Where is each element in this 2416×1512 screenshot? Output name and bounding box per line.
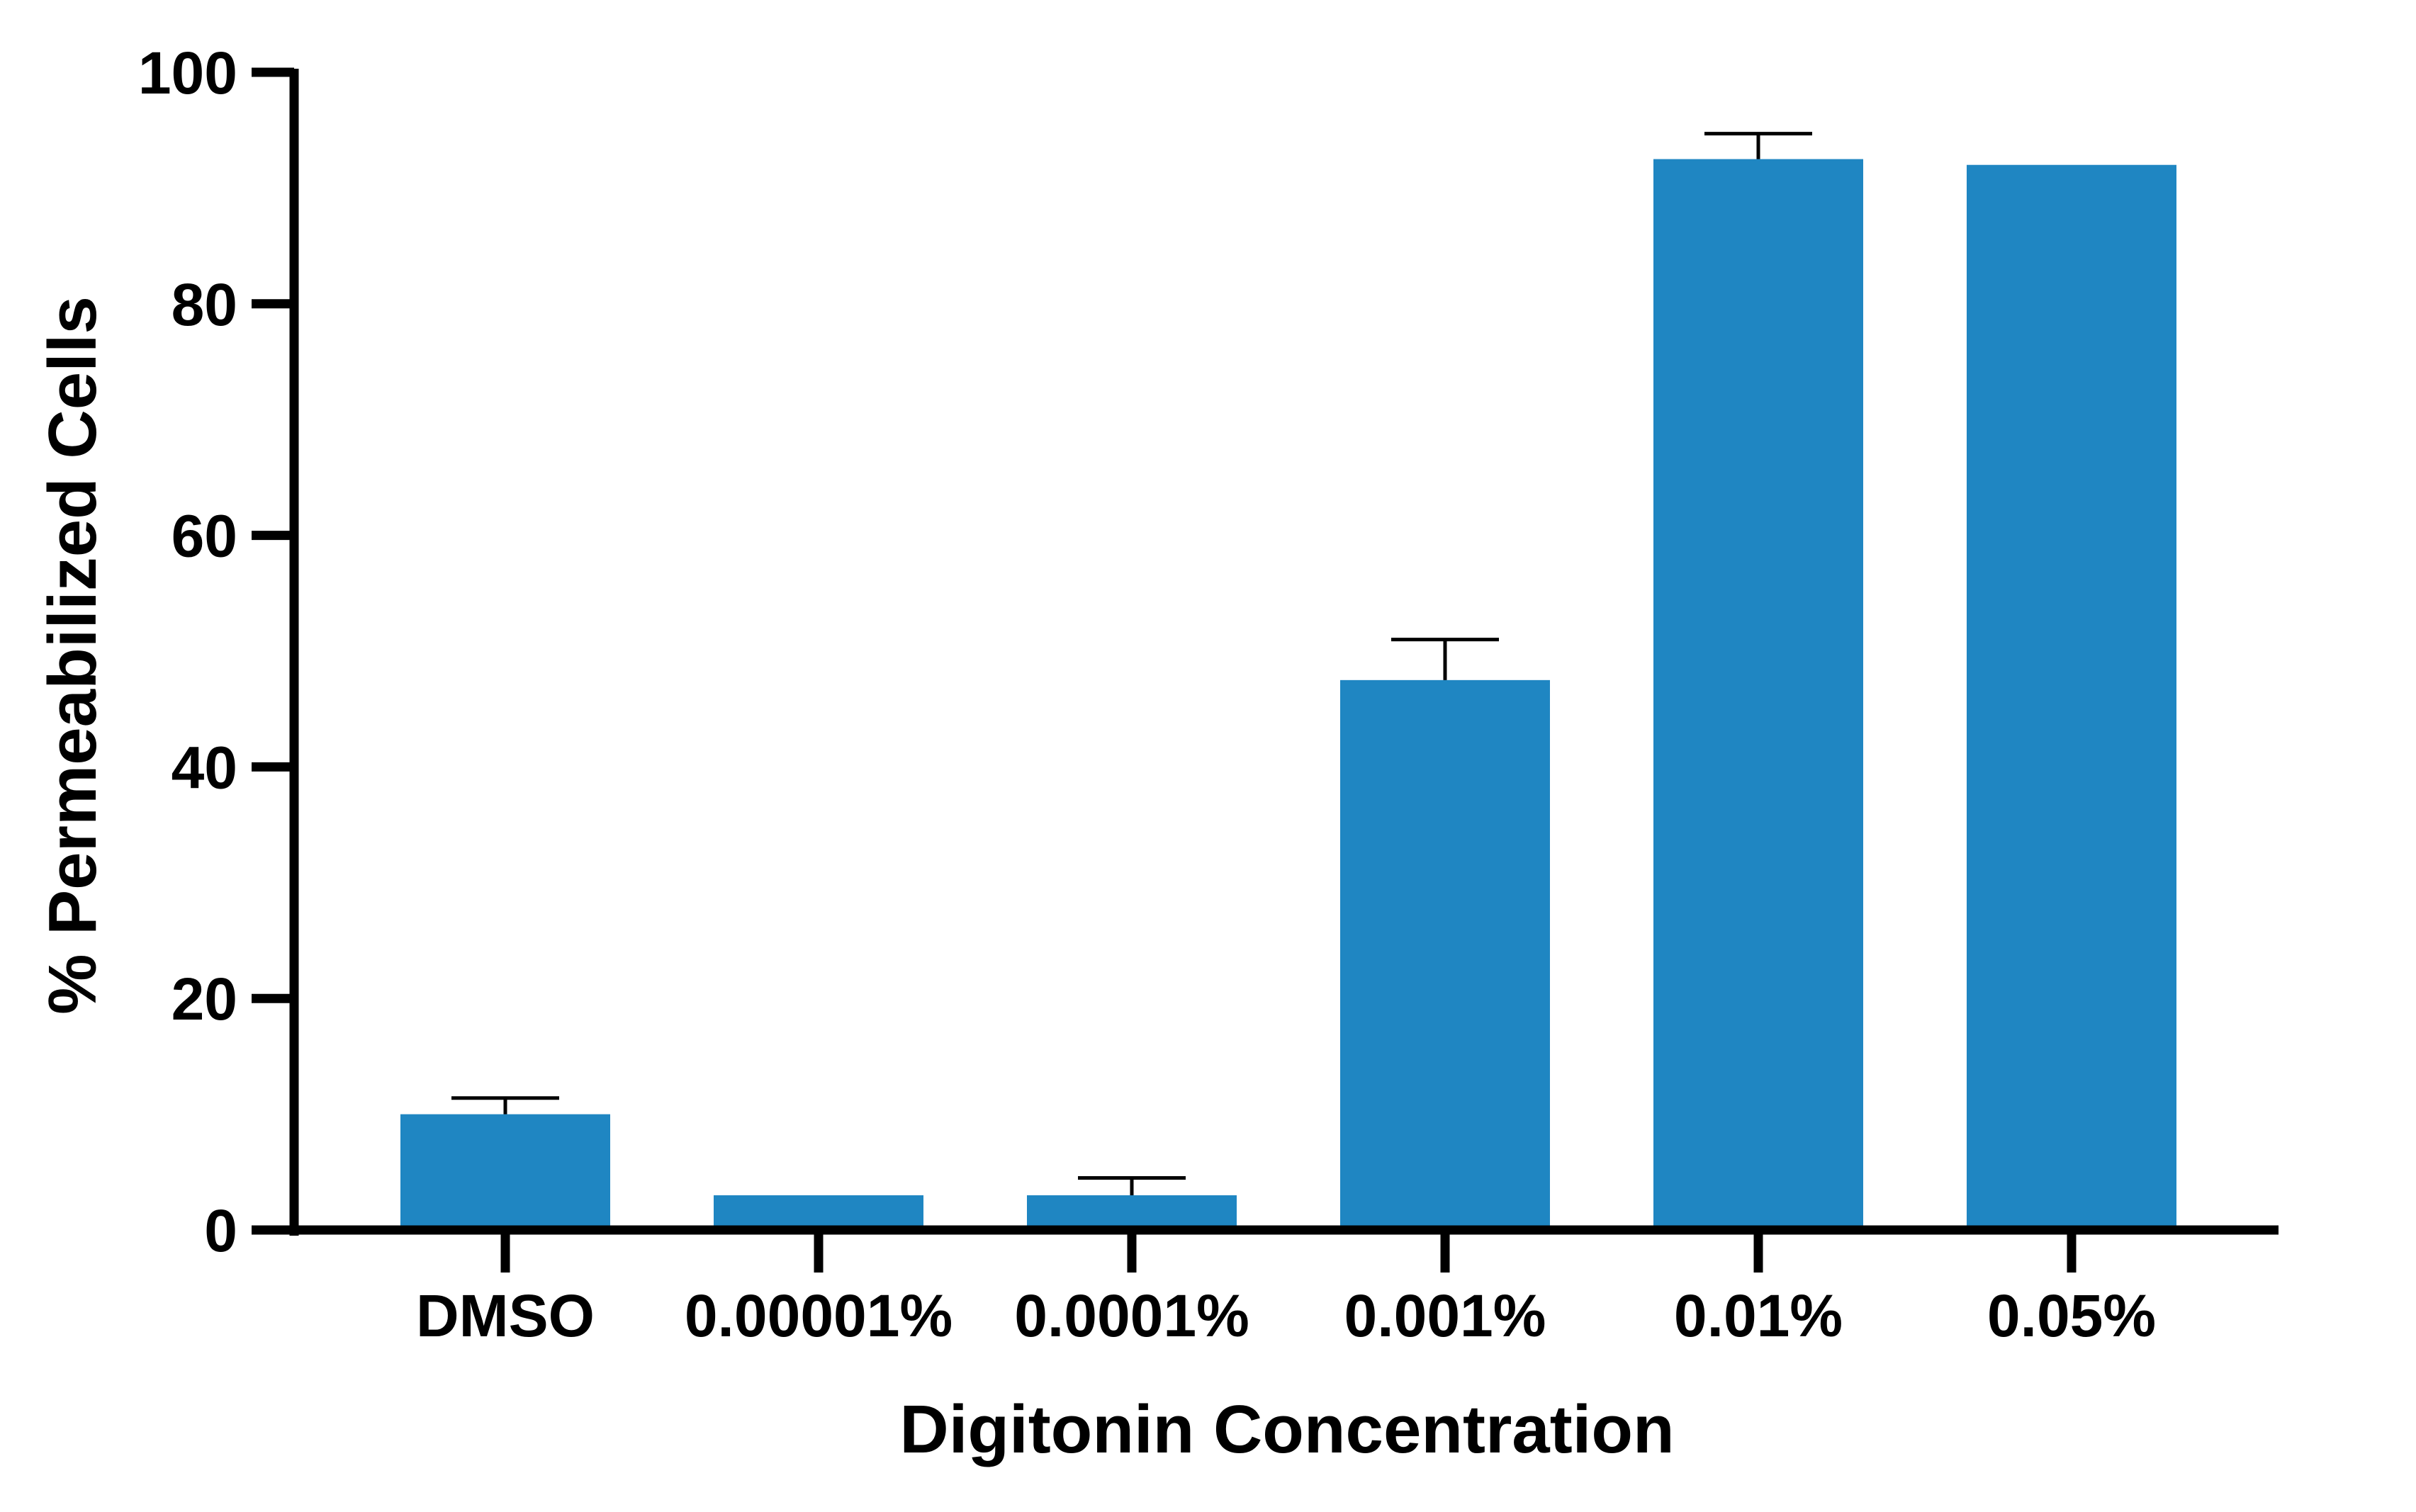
bar-0.01% [1653, 159, 1863, 1226]
y-tick-label: 40 [172, 734, 237, 801]
x-category-label: 0.05% [1987, 1282, 2156, 1349]
y-tick-label: 0 [204, 1197, 237, 1264]
y-tick-label: 100 [138, 40, 237, 106]
y-tick-label: 20 [172, 966, 237, 1032]
y-ticks-layer: 0 20 40 60 80 100 [138, 40, 294, 1264]
error-bars-layer [451, 132, 1812, 1195]
y-tick-label: 80 [172, 271, 237, 338]
bar-0.001% [1340, 679, 1550, 1226]
x-category-label: 0.0001% [1014, 1282, 1249, 1349]
y-tick-label: 60 [172, 503, 237, 570]
bar-DMSO [400, 1114, 610, 1226]
axes-layer [289, 69, 2279, 1236]
bar-0.00001% [714, 1195, 923, 1226]
bars-layer [400, 159, 2176, 1226]
bar-0.05% [1967, 164, 2176, 1226]
x-ticks-layer: DMSO 0.00001% 0.0001% 0.001% 0.01% 0.05% [416, 1230, 2156, 1349]
x-axis-title: Digitonin Concentration [899, 1392, 1674, 1467]
y-axis-title: % Permeabilized Cells [35, 296, 111, 1015]
x-category-label: 0.01% [1674, 1282, 1843, 1349]
x-category-label: DMSO [416, 1282, 595, 1349]
x-category-label: 0.00001% [685, 1282, 953, 1349]
x-category-label: 0.001% [1344, 1282, 1546, 1349]
bar-0.0001% [1027, 1195, 1237, 1226]
